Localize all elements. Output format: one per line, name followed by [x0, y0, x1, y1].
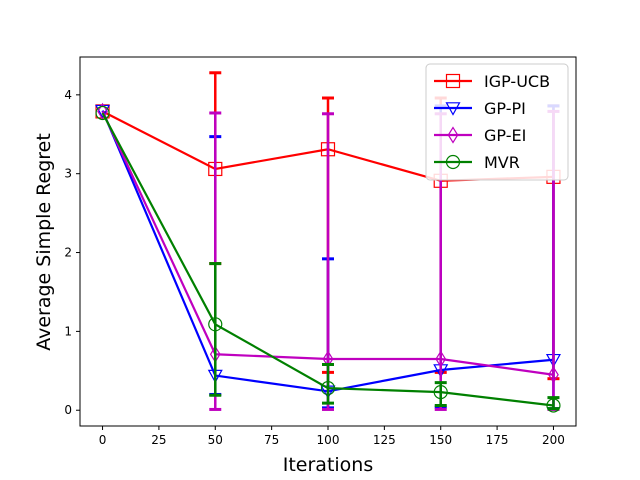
data-point	[97, 102, 108, 121]
x-tick-label: 175	[486, 433, 509, 447]
legend-marker	[445, 154, 461, 170]
x-axis: 0 25 50 75 100 125 150 175 200	[99, 426, 565, 447]
x-tick-label: 150	[429, 433, 452, 447]
y-axis: 0 1 2 3 4	[64, 88, 80, 417]
y-tick-label: 3	[64, 167, 72, 181]
legend-label: GP-EI	[484, 126, 526, 145]
legend-box	[425, 63, 569, 181]
series-line	[101, 112, 554, 407]
series-line	[101, 110, 554, 376]
legend-marker	[447, 126, 459, 144]
x-tick-label: 50	[208, 433, 223, 447]
legend-item: MVR	[434, 153, 520, 172]
x-tick-label: 200	[542, 433, 565, 447]
data-point	[95, 104, 111, 119]
legend-label: IGP-UCB	[484, 72, 550, 91]
data-point	[546, 398, 561, 413]
y-tick-label: 1	[64, 324, 72, 338]
x-tick-label: 125	[373, 433, 396, 447]
data-point	[320, 381, 336, 396]
y-tick-label: 2	[64, 246, 72, 260]
data-point	[435, 350, 447, 368]
x-tick-label: 75	[264, 433, 279, 447]
legend-label: MVR	[484, 153, 520, 172]
legend-marker	[445, 73, 461, 89]
legend-label: GP-PI	[484, 99, 526, 118]
legend-item: GP-PI	[434, 99, 526, 118]
data-point	[208, 317, 223, 332]
data-point	[433, 384, 448, 400]
data-point	[548, 366, 559, 384]
x-tick-label: 25	[151, 433, 166, 447]
legend: IGP-UCB GP-PI GP-EI MVR	[425, 63, 569, 181]
legend-item: IGP-UCB	[434, 72, 550, 91]
legend-item: GP-EI	[434, 126, 526, 145]
x-tick-label: 0	[99, 433, 107, 447]
series-mvr	[95, 105, 561, 413]
x-tick-label: 100	[317, 433, 340, 447]
data-point	[95, 105, 110, 121]
x-axis-title: Iterations	[283, 454, 374, 476]
y-tick-label: 0	[64, 403, 72, 417]
y-axis-title: Average Simple Regret	[33, 133, 55, 351]
y-tick-label: 4	[64, 88, 72, 102]
legend-marker	[445, 102, 461, 116]
